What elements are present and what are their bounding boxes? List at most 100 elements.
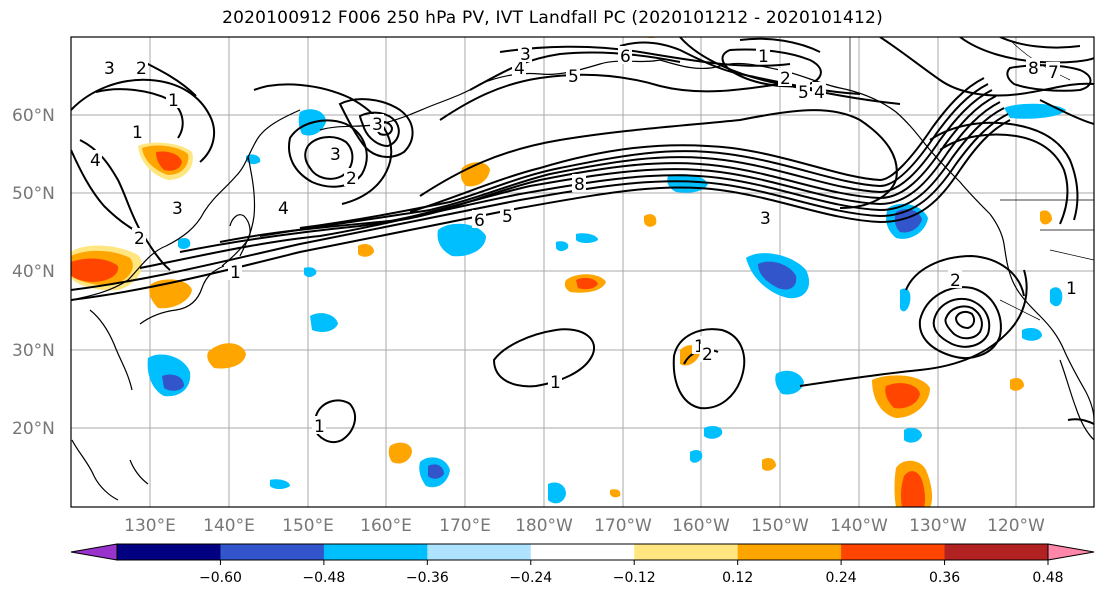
lat-label: 50°N (12, 184, 55, 204)
svg-text:2: 2 (950, 271, 961, 291)
svg-text:8: 8 (574, 175, 585, 195)
contour-label: 4 (276, 198, 290, 219)
lon-label: 140°E (203, 516, 255, 536)
contour-label: 4 (812, 82, 826, 103)
svg-text:2: 2 (136, 59, 147, 79)
contour-label: 3 (170, 198, 184, 219)
svg-text:2: 2 (134, 229, 145, 249)
contour-label: 3 (328, 144, 342, 165)
positive-anomaly (1010, 378, 1024, 391)
svg-text:3: 3 (330, 145, 341, 165)
contour-label: 8 (1026, 58, 1040, 79)
svg-text:3: 3 (760, 209, 771, 229)
negative-anomaly (1022, 328, 1042, 341)
positive-anomaly (885, 383, 920, 409)
contour-label: 8 (572, 174, 586, 195)
map-frame (70, 36, 1095, 508)
colorbar: −0.60 −0.48 −0.36 −0.24 −0.12 0.12 0.24 0.36 0.4… (70, 543, 1095, 586)
svg-text:3: 3 (172, 199, 183, 219)
lon-label: 180°W (515, 516, 573, 536)
contour-label: 1 (1064, 278, 1078, 299)
contour-label: 3 (370, 114, 384, 135)
positive-anomaly (1040, 210, 1052, 225)
svg-text:1: 1 (314, 417, 325, 437)
lon-label: 170°W (594, 516, 652, 536)
negative-anomaly (1050, 287, 1063, 307)
negative-anomaly (690, 450, 703, 463)
colorbar-tick-label: 0.24 (826, 570, 857, 586)
contour-label: 6 (618, 46, 632, 67)
svg-text:4: 4 (278, 199, 289, 219)
svg-text:1: 1 (550, 373, 561, 393)
longitude-labels: 130°E 140°E 150°E 160°E 170°E 180°W 170°… (124, 516, 1045, 536)
positive-anomaly (71, 258, 119, 282)
negative-anomaly (437, 223, 486, 257)
svg-text:5: 5 (568, 67, 579, 87)
svg-text:3: 3 (104, 59, 115, 79)
colorbar-tick-label: −0.48 (302, 570, 345, 586)
lon-label: 170°E (439, 516, 491, 536)
contour-label: 2 (344, 168, 358, 189)
svg-text:3: 3 (520, 45, 531, 65)
colorbar-frame (116, 543, 1049, 561)
svg-text:2: 2 (346, 169, 357, 189)
colorbar-swatch (634, 544, 739, 560)
map-title: 2020100912 F006 250 hPa PV, IVT Landfall… (222, 8, 883, 28)
positive-anomaly (358, 244, 374, 257)
colorbar-swatch (323, 544, 428, 560)
contour-label: 4 (88, 150, 102, 171)
latitude-labels: 60°N 50°N 40°N 30°N 20°N (12, 106, 55, 439)
colorbar-tick-label: −0.60 (199, 570, 242, 586)
colorbar-tick-label: 0.12 (722, 570, 753, 586)
positive-anomaly (207, 343, 246, 369)
svg-text:1: 1 (230, 263, 241, 283)
contour-label: 2 (700, 344, 714, 365)
contour-label: 1 (312, 416, 326, 437)
negative-anomaly (576, 233, 598, 243)
map-background (71, 37, 1094, 507)
colorbar-tick-label: −0.12 (613, 570, 656, 586)
lat-label: 20°N (12, 419, 55, 439)
svg-text:3: 3 (372, 115, 383, 135)
lon-label: 160°W (672, 516, 730, 536)
negative-anomaly (428, 464, 444, 479)
negative-anomaly (758, 261, 797, 290)
svg-text:1: 1 (758, 47, 769, 67)
contour-label: 5 (500, 206, 514, 227)
contour-label: 1 (166, 90, 180, 111)
colorbar-swatch (737, 544, 842, 560)
svg-text:1: 1 (1066, 279, 1077, 299)
positive-anomaly (610, 489, 621, 498)
negative-anomaly (162, 374, 184, 391)
lat-label: 30°N (12, 341, 55, 361)
pv-contours (71, 37, 1094, 444)
svg-text:5: 5 (502, 207, 513, 227)
positive-anomaly (388, 442, 412, 464)
colorbar-tick-label: 0.48 (1032, 570, 1063, 586)
positive-anomaly (644, 214, 657, 227)
positive-anomaly (900, 471, 926, 507)
lat-label: 60°N (12, 106, 55, 126)
lon-label: 160°E (360, 516, 412, 536)
graticule (71, 37, 1094, 507)
lon-label: 140°W (830, 516, 888, 536)
svg-text:4: 4 (90, 151, 101, 171)
negative-anomaly (775, 370, 804, 395)
negative-anomaly (1004, 103, 1066, 119)
svg-text:2: 2 (702, 345, 713, 365)
svg-text:1: 1 (168, 91, 179, 111)
svg-text:8: 8 (1028, 59, 1039, 79)
contour-label: 7 (1046, 62, 1060, 83)
lat-label: 40°N (12, 262, 55, 282)
svg-text:4: 4 (514, 59, 525, 79)
contour-label: 2 (134, 58, 148, 79)
svg-text:1: 1 (132, 123, 143, 143)
lon-label: 120°W (987, 516, 1045, 536)
lon-label: 130°E (124, 516, 176, 536)
colorbar-swatch (220, 544, 325, 560)
negative-anomaly (556, 241, 569, 251)
lon-label: 130°W (909, 516, 967, 536)
contour-label: 6 (472, 210, 486, 231)
svg-text:1: 1 (694, 337, 705, 357)
lon-label: 150°E (282, 516, 334, 536)
